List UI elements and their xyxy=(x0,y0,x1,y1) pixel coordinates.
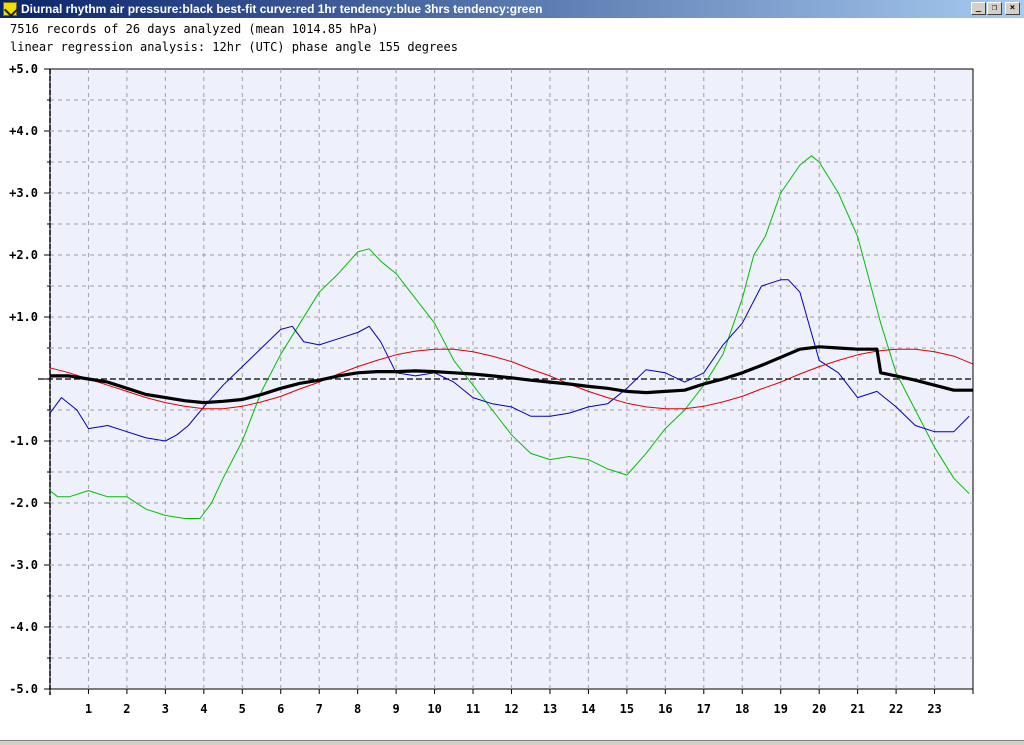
series-line-tendency-1hr xyxy=(49,279,970,442)
x-tick-label: 4 xyxy=(200,702,207,716)
window-controls: _ ❐ × xyxy=(970,2,1020,15)
x-tick-label: 2 xyxy=(123,702,130,716)
window-title: Diurnal rhythm air pressure:black best-f… xyxy=(21,2,543,16)
x-tick-label: 23 xyxy=(927,702,941,716)
x-tick-label: 1 xyxy=(85,702,92,716)
y-tick-label: +2.0 xyxy=(9,248,38,262)
y-tick-label: +5.0 xyxy=(9,62,38,76)
x-tick-label: 16 xyxy=(658,702,672,716)
axes xyxy=(38,68,974,695)
y-tick-label: -4.0 xyxy=(9,620,38,634)
regression-summary: linear regression analysis: 12hr (UTC) p… xyxy=(10,40,458,54)
y-tick-label: -2.0 xyxy=(9,496,38,510)
x-tick-label: 10 xyxy=(427,702,441,716)
y-tick-label: +1.0 xyxy=(9,310,38,324)
x-tick-label: 17 xyxy=(697,702,711,716)
y-tick-label: +3.0 xyxy=(9,186,38,200)
close-button[interactable]: × xyxy=(1005,2,1020,15)
x-tick-label: 22 xyxy=(889,702,903,716)
y-tick-label: -1.0 xyxy=(9,434,38,448)
x-tick-label: 9 xyxy=(393,702,400,716)
y-tick-labels: +5.0 +4.0 +3.0 +2.0 +1.0 -1.0 -2.0 -3.0 -4.0 -5.0 xyxy=(9,62,38,696)
x-tick-label: 21 xyxy=(850,702,864,716)
x-tick-label: 19 xyxy=(773,702,787,716)
x-tick-label: 13 xyxy=(543,702,557,716)
x-tick-label: 6 xyxy=(277,702,284,716)
x-tick-label: 18 xyxy=(735,702,749,716)
data-series xyxy=(49,155,974,519)
x-tick-labels: 1 2 3 4 5 6 7 8 9 10 11 12 13 14 15 16 17 18 19 20 21 22 23 xyxy=(85,702,942,716)
restore-button[interactable]: ❐ xyxy=(987,2,1002,15)
x-tick-label: 8 xyxy=(354,702,361,716)
app-icon[interactable] xyxy=(3,2,17,16)
y-tick-label: -5.0 xyxy=(9,682,38,696)
series-line-pressure xyxy=(50,345,973,405)
x-tick-label: 12 xyxy=(504,702,518,716)
minimize-button[interactable]: _ xyxy=(971,2,986,15)
y-tick-label: +4.0 xyxy=(9,124,38,138)
series-line-tendency-3hr xyxy=(49,155,970,519)
x-tick-label: 14 xyxy=(581,702,595,716)
x-tick-label: 20 xyxy=(812,702,826,716)
series-line-best-fit xyxy=(49,348,974,410)
x-tick-label: 11 xyxy=(466,702,480,716)
y-tick-label: -3.0 xyxy=(9,558,38,572)
x-tick-label: 3 xyxy=(162,702,169,716)
x-tick-label: 15 xyxy=(620,702,634,716)
x-tick-label: 5 xyxy=(239,702,246,716)
window-titlebar: Diurnal rhythm air pressure:black best-f… xyxy=(0,0,1024,18)
records-summary: 7516 records of 26 days analyzed (mean 1… xyxy=(10,22,379,36)
x-tick-label: 7 xyxy=(316,702,323,716)
status-bar xyxy=(0,740,1024,745)
